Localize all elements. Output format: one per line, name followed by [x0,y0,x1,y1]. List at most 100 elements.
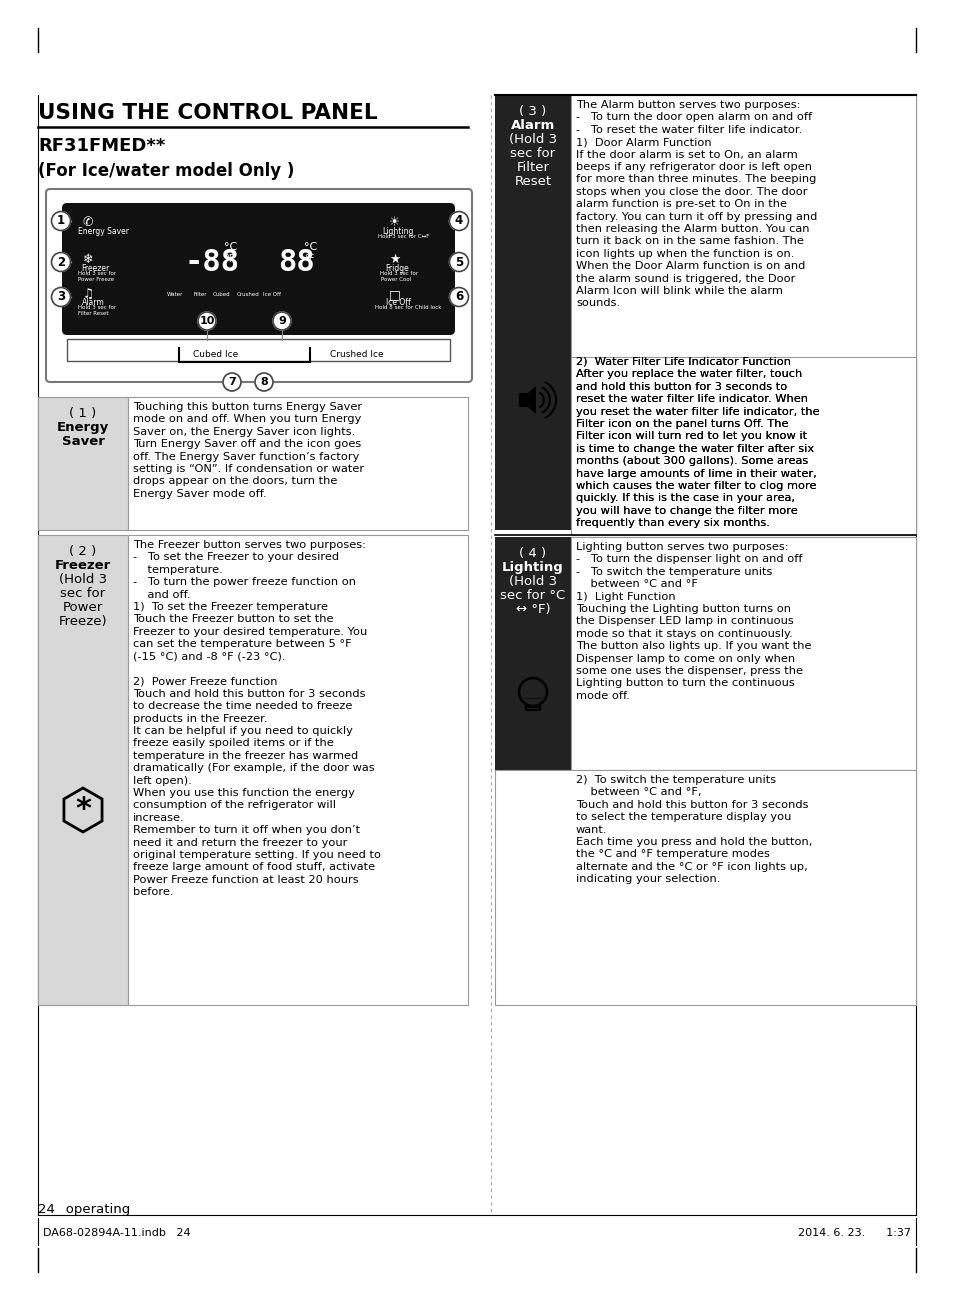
Text: Hold 3 sec for: Hold 3 sec for [78,271,116,276]
Bar [495,537,571,770]
Text: *: * [75,795,91,825]
Text: Filter: Filter [193,291,207,297]
Text: ( 1 ): ( 1 ) [70,407,96,420]
Bar [38,535,128,1004]
Text: Lighting button serves two purposes:
-   To turn the dispenser light on and off
: Lighting button serves two purposes: - T… [576,543,811,701]
Text: 7: 7 [228,377,235,386]
Text: USING THE CONTROL PANEL: USING THE CONTROL PANEL [38,103,377,124]
FancyBboxPatch shape [46,189,472,382]
Text: Lighting: Lighting [501,561,563,574]
Text: Crushed: Crushed [236,291,259,297]
Bar [571,356,915,535]
Text: Reset: Reset [514,176,551,189]
Text: ( 2 ): ( 2 ) [70,545,96,558]
Circle shape [198,312,215,330]
Text: Power: Power [63,601,103,614]
Circle shape [51,252,71,272]
Text: (Hold 3: (Hold 3 [59,572,107,585]
Text: ♫: ♫ [82,288,93,301]
Text: Cubed: Cubed [213,291,231,297]
Text: Filter Reset: Filter Reset [78,311,109,316]
Text: Water: Water [167,291,183,297]
Text: 2: 2 [57,255,65,268]
Text: ☀: ☀ [389,216,400,229]
Text: Fridge: Fridge [385,264,408,273]
Text: ↔ °F): ↔ °F) [516,602,550,615]
Text: 1: 1 [57,215,65,228]
Text: Alarm: Alarm [82,298,105,307]
Text: Ice Off: Ice Off [263,291,281,297]
Text: 5: 5 [455,255,462,268]
Circle shape [223,373,241,392]
Text: 9: 9 [277,316,286,327]
Text: (For Ice/water model Only ): (For Ice/water model Only ) [38,163,294,180]
Text: DA68-02894A-11.indb   24: DA68-02894A-11.indb 24 [43,1228,191,1239]
Text: Crushed Ice: Crushed Ice [330,350,383,359]
Text: Freeze): Freeze) [59,615,107,628]
Text: sec for °C: sec for °C [500,589,565,602]
Text: °C: °C [224,242,237,252]
Text: Hold 3 sec for: Hold 3 sec for [379,271,417,276]
Text: Energy Saver: Energy Saver [78,226,129,235]
Text: -88: -88 [185,248,240,277]
Circle shape [449,288,468,307]
Text: °C: °C [304,242,317,252]
Text: Hold 3 sec for: Hold 3 sec for [78,304,116,310]
Bar [571,537,915,770]
Text: °F: °F [304,254,314,264]
Bar [128,397,468,530]
Text: RF31FMED**: RF31FMED** [38,137,165,155]
Text: ✆: ✆ [83,216,93,229]
Text: Energy: Energy [57,422,109,435]
Bar [128,535,468,1004]
Text: 2014. 6. 23.      1:37: 2014. 6. 23. 1:37 [797,1228,910,1239]
Circle shape [51,288,71,307]
Text: 2)  Water Filter Life Indicator Function
After you replace the water filter, tou: 2) Water Filter Life Indicator Function … [576,356,819,528]
Text: Lighting: Lighting [381,226,413,235]
Circle shape [273,312,291,330]
Text: Saver: Saver [62,435,104,448]
Text: Power Cool: Power Cool [380,277,411,282]
Circle shape [254,373,273,392]
Bar [495,95,571,530]
Text: sec for: sec for [510,147,555,160]
Text: Alarm: Alarm [511,118,555,131]
Text: Power Freeze: Power Freeze [78,277,114,282]
Text: 2)  Water Filter Life Indicator Function
After you replace the water filter, tou: 2) Water Filter Life Indicator Function … [576,356,819,528]
Text: Filter: Filter [516,161,549,174]
Text: sec for: sec for [60,587,106,600]
Text: 4: 4 [455,215,462,228]
Polygon shape [518,386,536,414]
Circle shape [51,212,71,230]
Text: 24_ operating: 24_ operating [38,1203,131,1216]
Circle shape [449,212,468,230]
Text: 3: 3 [57,290,65,303]
Text: The Alarm button serves two purposes:
-   To turn the door open alarm on and off: The Alarm button serves two purposes: - … [576,100,817,308]
Text: Freezer: Freezer [81,264,110,273]
Text: Touching this button turns Energy Saver
mode on and off. When you turn Energy
Sa: Touching this button turns Energy Saver … [132,402,364,498]
Text: 2)  To switch the temperature units
    between °C and °F,
Touch and hold this b: 2) To switch the temperature units betwe… [576,775,812,885]
Text: 88: 88 [277,248,314,277]
Bar [571,95,915,530]
FancyBboxPatch shape [62,203,455,334]
Text: ❄: ❄ [83,252,93,265]
Text: The Freezer button serves two purposes:
-   To set the Freezer to your desired
 : The Freezer button serves two purposes: … [132,540,380,898]
Text: (Hold 3: (Hold 3 [508,575,557,588]
Text: °F: °F [224,254,234,264]
Text: 8: 8 [260,377,268,386]
Text: (Hold 3: (Hold 3 [508,133,557,146]
Text: 6: 6 [455,290,462,303]
Bar [495,770,915,1004]
Circle shape [449,252,468,272]
Text: ( 3 ): ( 3 ) [518,105,546,118]
Text: Freezer: Freezer [55,559,111,572]
Text: Ice Off: Ice Off [386,298,411,307]
Text: Cubed Ice: Cubed Ice [193,350,238,359]
Text: Hold 3 sec for C↔F: Hold 3 sec for C↔F [377,234,429,239]
Bar [67,340,450,360]
Text: 10: 10 [199,316,214,327]
Bar [38,397,128,530]
Text: Hold 8 sec for Child lock: Hold 8 sec for Child lock [375,304,441,310]
Text: □: □ [389,288,400,301]
Text: ★: ★ [389,252,400,265]
